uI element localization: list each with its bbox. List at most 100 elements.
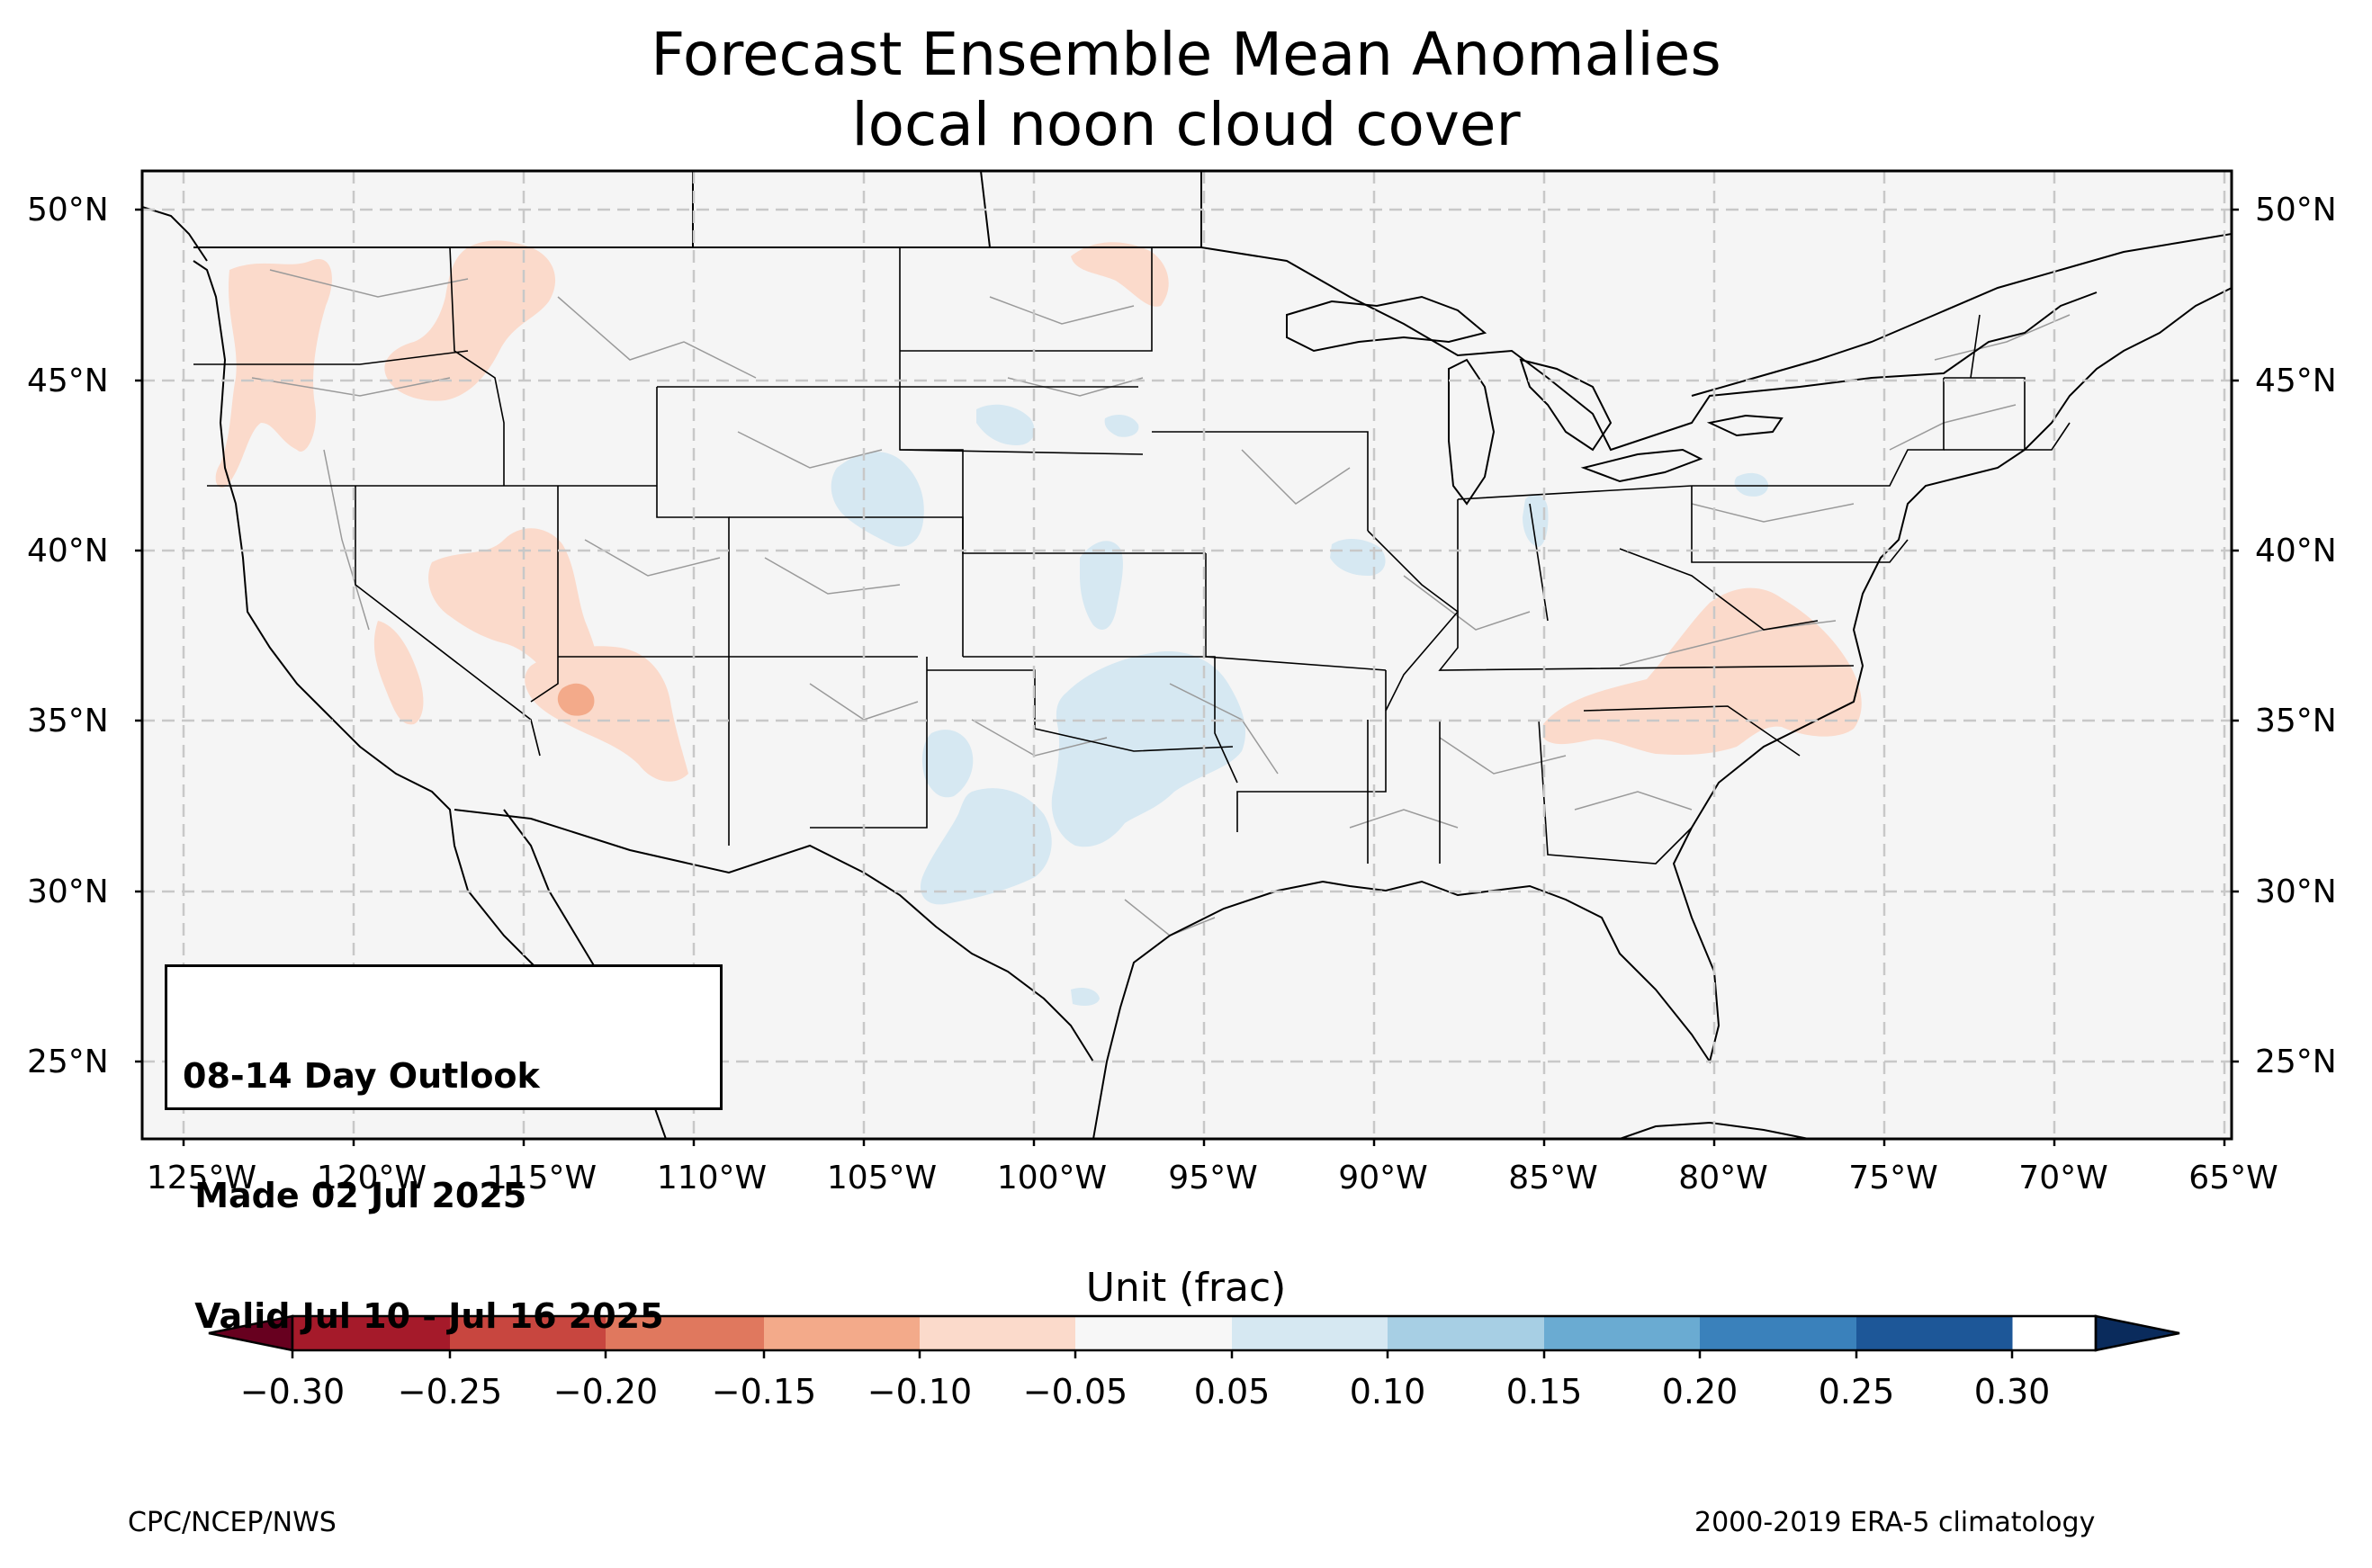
county-line: [584, 539, 721, 577]
map-content: [142, 171, 2232, 1139]
state-border: [1152, 431, 1369, 531]
great-lakes: [1286, 295, 1783, 506]
colorbar-segment: [1856, 1316, 2013, 1350]
state-border: [810, 657, 928, 829]
colorbar-title: Unit (frac): [1085, 1265, 1287, 1311]
state-border: [1691, 486, 1909, 563]
state-border: [1944, 422, 2071, 451]
footer-climatology: 2000-2019 ERA-5 climatology: [1694, 1507, 2096, 1538]
colorbar-tick-marks: [291, 1350, 2014, 1358]
lat-label-left: 35°N: [27, 703, 109, 739]
lat-label-left: 40°N: [27, 533, 109, 569]
colorbar-segment: [292, 1316, 451, 1350]
lat-label-left: 30°N: [27, 874, 109, 910]
colorbar-segment: [606, 1316, 765, 1350]
state-border: [1457, 485, 1693, 622]
colorbar: [208, 1314, 2180, 1358]
state-border: [1619, 548, 1819, 631]
county-line: [1691, 503, 1855, 523]
colorbar-segments: [292, 1316, 2013, 1350]
state-border: [900, 247, 1153, 352]
lake-ontario: [1706, 414, 1783, 437]
outlook-period: 08-14 Day Outlook: [183, 1055, 540, 1096]
anomaly-shading: [215, 240, 1862, 1006]
state-border: [963, 656, 1238, 784]
outlook-valid-range: Valid Jul 10 - Jul 16 2025: [183, 1295, 664, 1336]
colorbar-segment: [1544, 1316, 1701, 1350]
state-border: [355, 486, 541, 757]
anomaly-region-texas-coast: [1071, 988, 1100, 1006]
anomaly-region-south-texas: [920, 788, 1052, 905]
colorbar-tick-label: −0.15: [711, 1372, 817, 1411]
colorbar-tick-label: 0.20: [1661, 1372, 1739, 1411]
colorbar-segment: [1700, 1316, 1857, 1350]
lon-label: 110°W: [656, 1160, 768, 1196]
lon-label: 65°W: [2188, 1160, 2278, 1196]
anomaly-region-new-mexico-west-texas: [921, 730, 974, 798]
lake-erie: [1580, 448, 1703, 483]
colorbar-segment: [1232, 1316, 1388, 1350]
anomaly-region-south-dakota-nebraska: [976, 404, 1035, 445]
map-frame: [140, 169, 2233, 1141]
us-canada-border: [193, 246, 2098, 452]
lat-label-left: 50°N: [27, 192, 109, 228]
anomaly-region-northern-arizona-core: [557, 683, 595, 716]
colorbar-frame: [291, 1314, 2098, 1352]
county-line: [1619, 620, 1837, 667]
anomaly-region-northern-rockies: [384, 240, 556, 401]
colorbar-tick-label: −0.05: [1022, 1372, 1128, 1411]
state-border: [449, 246, 505, 486]
lon-label: 100°W: [996, 1160, 1108, 1196]
title-line-1: Forecast Ensemble Mean Anomalies: [651, 20, 1721, 89]
colorbar-segment: [920, 1316, 1076, 1350]
outlook-info-box: 08-14 Day Outlook Made 02 Jul 2025 Valid…: [165, 964, 723, 1336]
state-border: [1367, 720, 1441, 864]
county-line: [989, 296, 1135, 325]
county-line: [1007, 377, 1144, 397]
anomaly-region-pacific-northwest: [215, 259, 332, 488]
anomaly-region-arizona: [525, 646, 688, 782]
county-line: [1403, 575, 1531, 631]
county-line: [557, 296, 757, 379]
lon-label: 75°W: [1848, 1160, 1938, 1196]
lat-label-right: 30°N: [2255, 874, 2337, 910]
county-line: [1574, 791, 1693, 811]
lon-label: 85°W: [1508, 1160, 1598, 1196]
colorbar-tick-label: 0.15: [1505, 1372, 1583, 1411]
state-border: [1205, 553, 1387, 671]
state-border: [1944, 314, 2026, 450]
colorbar-segment: [1075, 1316, 1233, 1350]
st-lawrence: [1691, 233, 2232, 397]
county-line: [323, 449, 370, 631]
lake-huron: [1519, 358, 1613, 452]
anomaly-region-oklahoma-texas: [1051, 651, 1246, 847]
county-line: [1241, 449, 1351, 505]
east-coastline: [1691, 287, 2232, 829]
lon-label: 115°W: [486, 1160, 597, 1196]
state-border: [1438, 499, 1855, 671]
county-line: [251, 377, 451, 397]
county-line: [764, 557, 901, 595]
lon-label: 95°W: [1168, 1160, 1258, 1196]
colorbar-tick-label: −0.10: [867, 1372, 973, 1411]
anomaly-region-wyoming-colorado: [831, 452, 924, 547]
colorbar-extend-high: [2094, 1314, 2180, 1352]
lon-label: 120°W: [316, 1160, 427, 1196]
lat-label-left: 45°N: [27, 363, 109, 399]
footer-source: CPC/NCEP/NWS: [128, 1507, 337, 1538]
colorbar-segment: [450, 1316, 606, 1350]
lat-label-left: 25°N: [27, 1044, 109, 1080]
lon-label: 105°W: [826, 1160, 938, 1196]
anomaly-region-indiana: [1523, 494, 1549, 547]
state-border: [1692, 378, 1945, 487]
state-borders: [193, 246, 2071, 865]
colorbar-tick-label: −0.30: [239, 1372, 346, 1411]
lon-label: 70°W: [2018, 1160, 2108, 1196]
axis-ticks: [135, 208, 2239, 1146]
lake-michigan: [1448, 358, 1496, 506]
colorbar-tick-label: 0.10: [1349, 1372, 1426, 1411]
lat-label-right: 45°N: [2255, 363, 2337, 399]
anomaly-region-pennsylvania: [1734, 472, 1769, 497]
colorbar-segment: [1388, 1316, 1545, 1350]
county-line: [737, 431, 883, 469]
